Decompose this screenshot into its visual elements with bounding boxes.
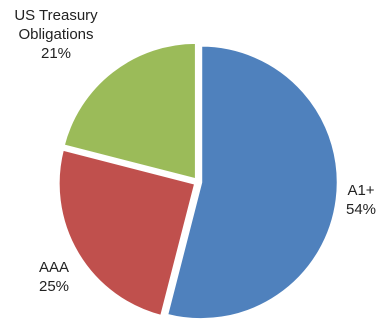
slice-name-label: Obligations — [18, 26, 93, 43]
slice-percent-label: 54% — [346, 201, 376, 218]
slice-label-a1-: A1+ 54% — [346, 182, 376, 218]
slice-percent-label: 25% — [39, 278, 69, 295]
slice-name-label: AAA — [39, 259, 69, 276]
slice-name-label: US Treasury — [14, 7, 98, 24]
slice-label-aaa: AAA 25% — [39, 259, 69, 295]
slice-percent-label: 21% — [41, 45, 71, 62]
pie-slices — [57, 41, 340, 321]
pie-slice-aaa — [57, 147, 197, 318]
slice-name-label: A1+ — [347, 182, 374, 199]
pie-slice-us-treasury-obligations — [61, 41, 198, 182]
pie-slice-a1- — [165, 44, 340, 321]
slice-label-us-treasury-obligations: US Treasury Obligations 21% — [14, 7, 98, 62]
pie-labels: A1+ 54%AAA 25%US Treasury Obligations 21% — [14, 7, 376, 295]
